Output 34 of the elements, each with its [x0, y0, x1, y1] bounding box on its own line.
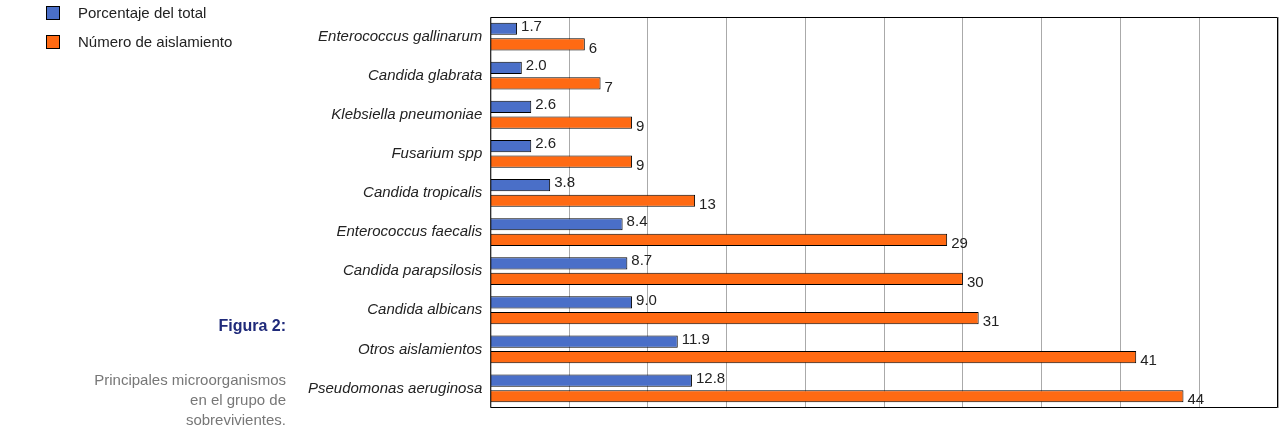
y-tick-label: Otros aislamientos — [358, 339, 483, 357]
data-label: 2.0 — [525, 55, 547, 73]
data-label: 44 — [1187, 390, 1205, 408]
data-label: 6 — [588, 38, 598, 56]
legend-label: Número de aislamiento — [78, 33, 233, 50]
data-label: 3.8 — [554, 173, 576, 191]
y-tick-label: Candida parapsilosis — [343, 261, 483, 279]
y-tick-label: Pseudomonas aeruginosa — [307, 378, 483, 396]
data-label: 9.0 — [636, 290, 657, 308]
text: Principales microorganismos en el grupo de sobrevivientes. — [93, 370, 286, 425]
y-tick-label: Candida glabrata — [368, 65, 483, 83]
data-label: 8.4 — [626, 212, 648, 230]
text: Figura 2: — [218, 317, 286, 335]
data-label: 2.6 — [535, 134, 557, 152]
y-tick-label: Klebsiella pneumoniae — [331, 104, 483, 122]
data-label: 9 — [636, 116, 645, 134]
data-label: 7 — [604, 77, 613, 95]
data-label: 31 — [982, 312, 1000, 330]
data-label: 11.9 — [681, 329, 710, 347]
data-label: 13 — [699, 194, 716, 212]
data-label: 12.8 — [695, 368, 726, 386]
y-tick-label: Enterococcus gallinarum — [318, 26, 483, 44]
data-label: 29 — [951, 234, 968, 252]
data-label: 30 — [966, 273, 984, 291]
data-label: 1.7 — [521, 16, 542, 34]
y-tick-label: Enterococcus faecalis — [336, 222, 483, 240]
data-label: 41 — [1140, 351, 1157, 369]
y-tick-label: Candida albicans — [367, 300, 483, 318]
data-label: 9 — [636, 155, 645, 173]
y-tick-label: Fusarium spp — [391, 144, 483, 162]
data-label: 8.7 — [631, 251, 653, 269]
data-label: 2.6 — [535, 95, 557, 113]
y-tick-label: Candida tropicalis — [363, 183, 483, 201]
legend-label: Porcentaje del total — [78, 4, 207, 21]
